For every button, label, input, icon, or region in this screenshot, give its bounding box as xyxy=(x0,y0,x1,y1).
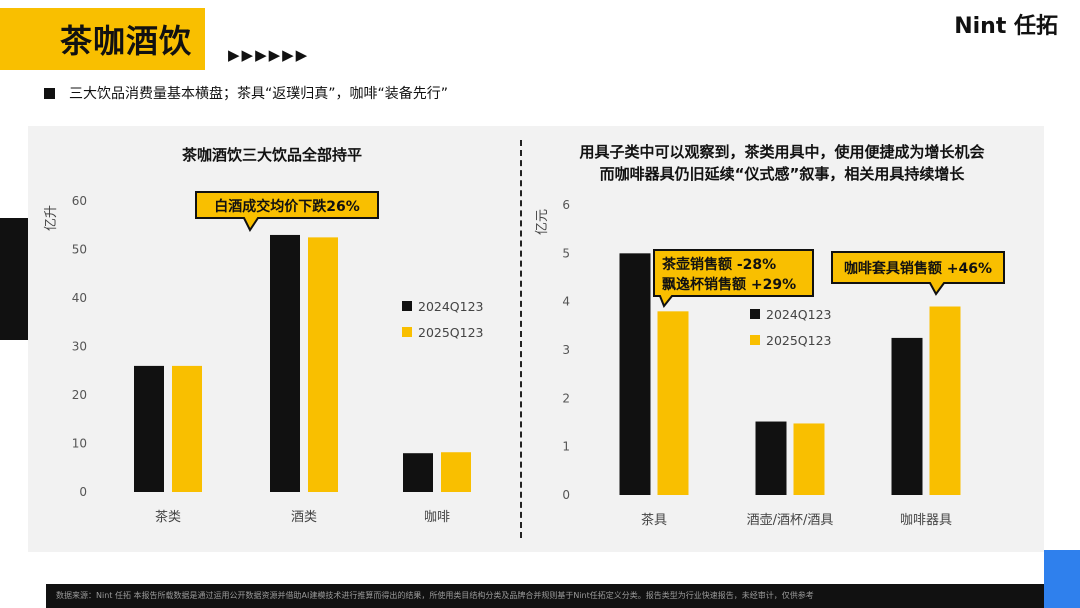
x-tick-label: 茶类 xyxy=(155,509,181,525)
bar-2024q123 xyxy=(134,365,164,492)
bar-2024q123 xyxy=(619,253,651,495)
x-tick-label: 咖啡器具 xyxy=(900,513,952,528)
y-tick-label: 3 xyxy=(562,343,570,357)
bar-2025q123 xyxy=(308,237,338,492)
bar-2025q123 xyxy=(929,306,961,495)
footer-source: 数据来源：Nint 任拓 本报告所载数据是通过运用公开数据资源并借助AI建模技术… xyxy=(46,584,1044,608)
chart-title-line: 用具子类中可以观察到，茶类用具中，使用便捷成为增长机会 xyxy=(579,143,984,161)
bar-2025q123 xyxy=(441,452,471,492)
y-tick-label: 6 xyxy=(562,198,570,212)
y-axis-label: 亿升 xyxy=(44,205,59,231)
legend-swatch xyxy=(402,327,412,337)
legend-label: 2024Q123 xyxy=(418,299,484,314)
y-tick-label: 40 xyxy=(72,291,87,305)
legend-label: 2024Q123 xyxy=(766,307,832,322)
subtitle-text: 三大饮品消费量基本横盘；茶具“返璞归真”，咖啡“装备先行” xyxy=(69,86,449,102)
callout-coffee-set: 咖啡套具销售额 +46% xyxy=(831,251,1005,296)
legend-swatch xyxy=(750,309,760,319)
arrow-decoration: ▶▶▶▶▶▶ xyxy=(228,46,310,64)
legend-label: 2025Q123 xyxy=(766,333,832,348)
page-subtitle: 三大饮品消费量基本横盘；茶具“返璞归真”，咖啡“装备先行” xyxy=(44,83,448,103)
callout-text: 茶壶销售额 -28% xyxy=(661,256,776,273)
callout-tea-pot: 茶壶销售额 -28% 飘逸杯销售额 +29% xyxy=(653,249,814,308)
y-tick-label: 0 xyxy=(79,485,87,499)
y-tick-label: 60 xyxy=(72,194,87,208)
callout-text: 咖啡套具销售额 +46% xyxy=(844,260,992,277)
chart-title-line: 而咖啡器具仍旧延续“仪式感”叙事，相关用具持续增长 xyxy=(600,165,966,183)
y-tick-label: 0 xyxy=(562,488,570,502)
bar-2024q123 xyxy=(270,234,300,492)
blue-corner-block xyxy=(1044,550,1080,608)
legend-label: 2025Q123 xyxy=(418,325,484,340)
legend-swatch xyxy=(402,301,412,311)
x-tick-label: 咖啡 xyxy=(424,510,450,525)
y-tick-label: 30 xyxy=(72,340,87,354)
panel-divider xyxy=(520,140,522,538)
y-tick-label: 10 xyxy=(72,437,87,451)
page-title: 茶咖酒饮 xyxy=(60,22,193,60)
callout-box xyxy=(195,191,379,232)
y-tick-label: 1 xyxy=(562,440,570,454)
callout-text: 白酒成交均价下跌26% xyxy=(214,198,360,215)
y-axis-label: 亿元 xyxy=(535,209,550,235)
bar-2025q123 xyxy=(172,365,202,492)
bar-2025q123 xyxy=(657,311,689,495)
y-tick-label: 20 xyxy=(72,388,87,402)
bullet-square-icon xyxy=(44,88,55,99)
y-tick-label: 50 xyxy=(72,243,87,257)
callout-box xyxy=(831,251,1005,296)
left-edge-block xyxy=(0,218,28,340)
y-tick-label: 4 xyxy=(562,295,570,309)
chart-title: 茶咖酒饮三大饮品全部持平 xyxy=(182,146,362,164)
legend-swatch xyxy=(750,335,760,345)
callout-wine-price: 白酒成交均价下跌26% xyxy=(195,191,379,232)
bar-2024q123 xyxy=(755,421,787,495)
y-tick-label: 5 xyxy=(562,246,570,260)
callout-box xyxy=(653,249,814,308)
y-tick-label: 2 xyxy=(562,391,570,405)
title-accent-bar xyxy=(0,8,205,70)
x-tick-label: 茶具 xyxy=(641,512,667,528)
bar-2025q123 xyxy=(793,423,825,495)
bar-2024q123 xyxy=(891,337,923,495)
x-tick-label: 酒类 xyxy=(291,510,317,525)
callout-text: 飘逸杯销售额 +29% xyxy=(662,276,796,293)
brand-logo: Nint 任拓 xyxy=(954,14,1058,39)
x-tick-label: 酒壶/酒杯/酒具 xyxy=(747,513,834,528)
bar-2024q123 xyxy=(403,453,433,492)
